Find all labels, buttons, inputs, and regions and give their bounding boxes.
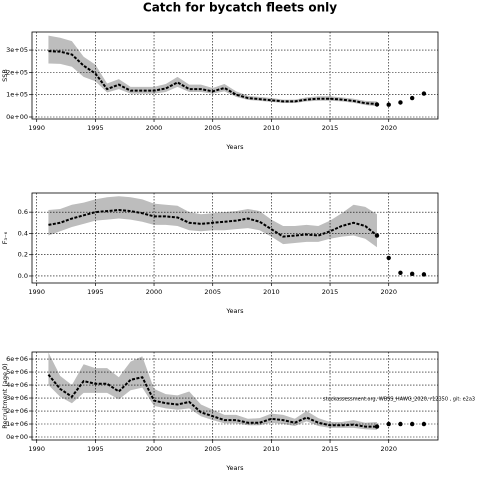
y-tick-label: 0.0: [18, 272, 28, 280]
projection-point: [409, 271, 415, 277]
projection-point: [386, 102, 391, 107]
plot-frame: [31, 192, 439, 284]
projection-point: [421, 272, 427, 277]
confidence-band: [48, 196, 377, 248]
x-tick-label: 2010: [263, 288, 280, 296]
x-tick-label: 2000: [146, 445, 163, 453]
x-tick-label: 2000: [146, 124, 163, 132]
plot-frame: [31, 31, 439, 120]
projection-point: [374, 102, 380, 107]
projection-point: [386, 421, 391, 427]
y-tick-label: 6e+06: [6, 355, 28, 363]
y-tick-label: 0e+00: [6, 113, 28, 121]
y-tick-label: 0.4: [18, 229, 28, 237]
y-axis-label: F₃₋₆: [1, 231, 9, 244]
median-line: [48, 50, 378, 106]
projection-point: [374, 424, 380, 429]
projection-point: [398, 270, 403, 275]
projection-point: [409, 421, 415, 427]
y-axis-label: SSB: [1, 69, 9, 82]
y-tick-label: 3e+05: [6, 46, 28, 54]
y-tick-label: 4e+06: [6, 381, 28, 389]
y-tick-label: 1e+06: [6, 420, 28, 428]
x-tick-label: 2005: [204, 288, 221, 296]
x-tick-label: 1995: [87, 288, 104, 296]
x-tick-label: 2015: [322, 288, 339, 296]
x-tick-label: 1995: [87, 445, 104, 453]
confidence-band: [48, 35, 377, 107]
x-tick-label: 2015: [322, 445, 339, 453]
projection-point: [374, 233, 380, 238]
y-axis-label: Recruitment (age 0): [1, 363, 9, 428]
median-line: [47, 373, 377, 428]
confidence-band: [48, 352, 377, 430]
y-tick-label: 5e+06: [6, 368, 28, 376]
x-tick-label: 2020: [380, 124, 397, 132]
x-tick-label: 2015: [322, 124, 339, 132]
y-tick-label: 0.2: [18, 251, 28, 259]
y-tick-label: 2e+05: [6, 68, 28, 76]
figure-title: Catch for bycatch fleets only: [143, 1, 337, 15]
projection-point: [421, 421, 427, 427]
x-tick-label: 2020: [380, 288, 397, 296]
projection-point: [421, 91, 427, 96]
x-tick-label: 1990: [28, 445, 45, 453]
x-tick-label: 1990: [28, 288, 45, 296]
annotation: stockassessment.org, WBSS_HAWG_2020, r12…: [323, 397, 475, 403]
x-tick-label: 2010: [263, 445, 280, 453]
projection-point: [398, 100, 403, 105]
x-tick-label: 2000: [146, 288, 163, 296]
y-tick-label: 0e+00: [6, 433, 28, 441]
x-axis-label: Years: [225, 307, 244, 315]
projection-point: [409, 95, 415, 101]
x-tick-label: 1990: [28, 124, 45, 132]
x-tick-label: 2005: [204, 124, 221, 132]
x-tick-label: 2010: [263, 124, 280, 132]
x-tick-label: 2005: [204, 445, 221, 453]
y-tick-label: 1e+05: [6, 91, 28, 99]
median-line: [48, 209, 378, 238]
x-tick-label: 2020: [380, 445, 397, 453]
x-tick-label: 1995: [87, 124, 104, 132]
x-axis-label: Years: [225, 464, 244, 472]
plot-frame: [31, 351, 439, 441]
y-tick-label: 3e+06: [6, 394, 28, 402]
projection-point: [386, 255, 391, 261]
projection-point: [398, 421, 403, 427]
x-axis-label: Years: [225, 143, 244, 151]
y-tick-label: 0.6: [18, 208, 28, 216]
y-tick-label: 2e+06: [6, 407, 28, 415]
